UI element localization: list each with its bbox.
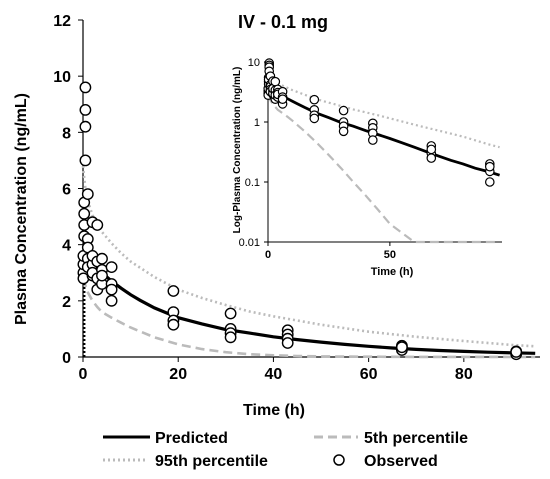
inset-series-5th-percentile <box>267 94 500 244</box>
observed-point <box>510 345 523 358</box>
legend-predicted-label: Predicted <box>155 430 228 447</box>
main-x-tick-label: 0 <box>79 366 88 383</box>
legend-p5-label: 5th percentile <box>364 430 468 447</box>
inset-x-tick-label: 50 <box>384 249 396 261</box>
observed-point <box>91 219 104 231</box>
inset-observed-point <box>367 135 378 145</box>
inset-observed-point <box>338 126 349 137</box>
observed-point <box>105 283 118 296</box>
observed-point <box>224 307 237 320</box>
legend-observed-label: Observed <box>364 453 438 470</box>
inset-y-tick-label: 10 <box>248 57 260 69</box>
legend-observed-marker <box>333 454 345 466</box>
observed-point <box>79 120 92 133</box>
legend: Predicted 5th percentile 95th percentile… <box>103 430 468 470</box>
main-x-axis-label: Time (h) <box>243 402 305 419</box>
main-y-tick-label: 2 <box>62 294 71 311</box>
main-series-5th-percentile <box>81 277 536 359</box>
main-y-tick-label: 12 <box>53 13 71 30</box>
main-y-tick-label: 8 <box>62 125 71 142</box>
observed-point <box>167 285 180 297</box>
main-y-axis-label: Plasma Concentration (ng/mL) <box>13 93 30 325</box>
main-y-tick-label: 6 <box>62 182 71 199</box>
observed-point <box>105 294 118 307</box>
observed-point <box>81 188 94 201</box>
inset-y-tick-label: 0.1 <box>245 177 260 189</box>
observed-point <box>224 331 237 344</box>
observed-point <box>78 207 91 220</box>
inset-y-tick-label: 0.01 <box>239 237 260 249</box>
main-x-tick-label: 40 <box>265 366 283 383</box>
observed-point <box>395 341 408 354</box>
observed-point <box>281 337 294 349</box>
inset-y-axis-label: Log-Plasma Concentration (ng/mL) <box>232 67 243 234</box>
inset-observed-point <box>484 177 495 187</box>
observed-point <box>105 261 118 273</box>
main-x-tick-label: 20 <box>169 366 187 383</box>
observed-point <box>96 252 108 265</box>
main-y-tick-label: 4 <box>62 238 71 255</box>
observed-point <box>79 104 92 116</box>
chart-title: IV - 0.1 mg <box>238 12 328 32</box>
observed-point <box>96 269 108 282</box>
inset-x-axis-label: Time (h) <box>371 266 414 278</box>
main-y-tick-label: 10 <box>53 69 71 86</box>
inset-observed-point <box>309 94 320 105</box>
main-x-tick-label: 80 <box>455 366 473 383</box>
observed-point <box>79 81 92 94</box>
main-observed-points <box>77 81 523 361</box>
inset-observed-point <box>484 161 495 172</box>
inset-y-tick-label: 1 <box>254 117 260 129</box>
inset-observed-point <box>309 113 320 124</box>
main-y-tick-label: 0 <box>62 350 71 367</box>
inset-observed-point <box>426 144 437 155</box>
inset-observed-points <box>263 58 495 187</box>
observed-point <box>79 154 92 167</box>
main-x-tick-label: 60 <box>360 366 378 383</box>
legend-p95-label: 95th percentile <box>155 453 268 470</box>
inset-observed-point <box>426 153 437 163</box>
inset-observed-point <box>338 105 349 116</box>
inset-observed-point <box>277 94 288 104</box>
inset-x-tick-label: 0 <box>265 249 271 261</box>
observed-point <box>167 318 180 331</box>
